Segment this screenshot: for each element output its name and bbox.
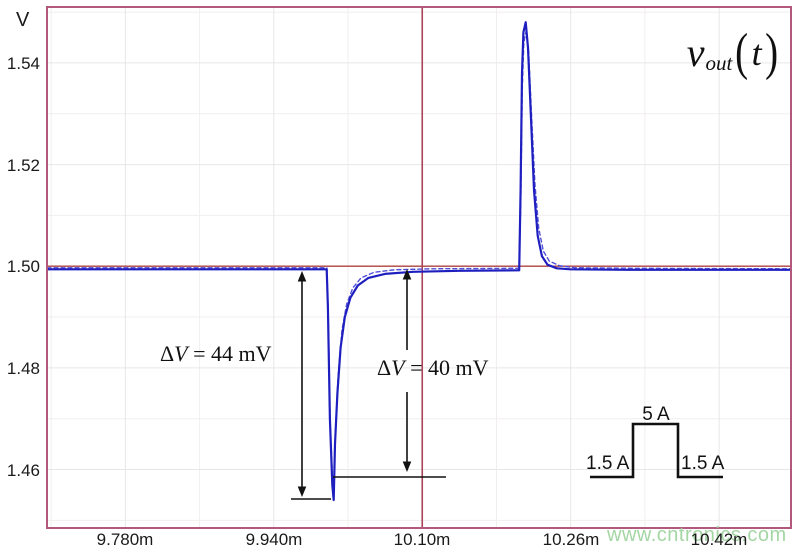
arrow-40mv-head-down-icon: [402, 461, 412, 472]
delta-symbol: Δ: [377, 355, 392, 380]
delta-symbol: Δ: [160, 341, 175, 366]
delta-value: = 40 mV: [404, 355, 489, 380]
y-tick-label: 1.48: [6, 359, 40, 378]
voltage-traces: [45, 21, 792, 502]
plot-border: [46, 6, 792, 529]
load-step-low-left-label: 1.5 A: [586, 453, 630, 474]
y-tick-label: 1.50: [6, 257, 40, 276]
x-tick-label: 9.780m: [96, 530, 154, 549]
arrow-44mv-head-up-icon: [297, 271, 307, 282]
title-close-paren: ): [764, 24, 778, 81]
title-arg: t: [751, 33, 762, 73]
y-tick-label: 1.54: [6, 54, 40, 73]
x-tick-label: 9.940m: [245, 530, 303, 549]
cursor-crosshair-lines: [47, 7, 791, 528]
y-tick-label: 1.52: [6, 156, 40, 175]
trace-vout-simulated-solid: [45, 21, 792, 502]
chart-title-vout: v out ( t ): [648, 22, 780, 84]
annotation-undershoot: ΔV = 44 mV: [160, 341, 272, 367]
y-tick-label: 1.46: [6, 461, 40, 480]
load-step-low-right-label: 1.5 A: [681, 453, 725, 474]
title-var: v: [686, 30, 705, 75]
delta-value: = 44 mV: [187, 341, 272, 366]
y-axis-title: V: [16, 9, 30, 31]
arrow-40mv-head-up-icon: [402, 269, 412, 280]
x-tick-label: 10.10m: [393, 530, 451, 549]
load-step-high-label: 5 A: [642, 404, 670, 425]
delta-var: V: [391, 355, 405, 380]
watermark: www.cntronics.com: [607, 524, 787, 546]
arrow-44mv-head-down-icon: [297, 486, 307, 497]
title-subscript: out: [705, 50, 733, 75]
delta-var: V: [174, 341, 188, 366]
annotation-recovery: ΔV = 40 mV: [377, 355, 489, 381]
measurement-arrows: [291, 269, 723, 500]
load-step-pulse-icon: [590, 422, 723, 479]
x-tick-label: 10.42m: [690, 530, 748, 549]
x-tick-label: 10.26m: [542, 530, 600, 549]
title-open-paren: (: [735, 24, 749, 81]
